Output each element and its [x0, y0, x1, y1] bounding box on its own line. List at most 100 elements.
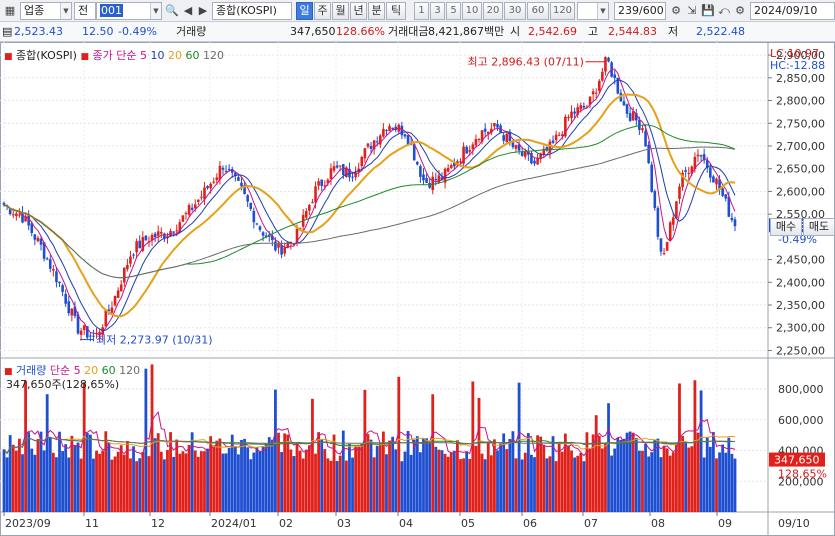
volume-bar [560, 451, 564, 512]
volume-bar [363, 389, 367, 512]
period-year-button[interactable]: 년 [350, 2, 367, 20]
period-week-button[interactable]: 주 [314, 2, 331, 20]
current-volume-tag: 347,650 [774, 454, 820, 467]
volume-bar [431, 394, 435, 512]
candle-body [36, 237, 40, 242]
candle-body [258, 226, 262, 230]
volume-ma5-line [3, 410, 736, 457]
code-prefix[interactable]: 전 [74, 2, 96, 20]
candle-body [360, 156, 364, 167]
candle-body [712, 176, 715, 183]
candle-body [702, 154, 706, 161]
interval-10-button[interactable]: 10 [462, 2, 482, 20]
candle-body [193, 204, 197, 209]
period-month-button[interactable]: 월 [332, 2, 349, 20]
volume-bar [582, 461, 586, 512]
save-icon[interactable]: 💾 [701, 4, 715, 17]
grid-menu-icon[interactable]: ▦ [4, 4, 16, 17]
zoom-icon[interactable]: ⇲ [687, 4, 697, 17]
candle-body [224, 170, 228, 172]
previous-icon[interactable]: ◀ [183, 4, 193, 17]
volume-legend-ma120: 120 [119, 364, 141, 377]
category-select[interactable]: 업종 ▼ [20, 2, 72, 20]
info-low: 2,522.48 [696, 25, 745, 38]
interval-1-button[interactable]: 1 [414, 2, 429, 20]
code-input[interactable]: 001 ▼ [96, 2, 162, 20]
price-tick-label: 2,350,00 [776, 299, 825, 312]
info-high: 2,544.83 [608, 25, 657, 38]
volume-bar [317, 432, 321, 512]
candle-body [403, 134, 407, 137]
chevron-down-icon: ▼ [150, 3, 161, 19]
volume-bar [246, 447, 250, 512]
current-volume-tag-box [769, 452, 825, 467]
interval-30-button[interactable]: 30 [504, 2, 526, 20]
volume-bar [335, 461, 339, 512]
candle-body [332, 166, 336, 171]
volume-bar [483, 459, 487, 512]
period-day-button[interactable]: 일 [296, 2, 313, 20]
candle-body [126, 264, 129, 270]
price-tick-label: 2,600,00 [776, 185, 825, 198]
settings-icon[interactable]: ⚙ [671, 4, 681, 17]
volume-bar [98, 453, 102, 512]
volume-bar [5, 457, 9, 512]
volume-bar [474, 445, 478, 512]
interval-60-button[interactable]: 60 [527, 2, 549, 20]
volume-bar [724, 452, 728, 512]
period-minute-button[interactable]: 분 [368, 2, 385, 20]
volume-bar [286, 434, 290, 512]
interval-3-button[interactable]: 3 [430, 2, 445, 20]
candle-body [570, 111, 573, 118]
volume-bar [119, 445, 123, 512]
period-tick-button[interactable]: 틱 [386, 2, 406, 20]
volume-bar [240, 439, 243, 512]
info-open: 2,542.69 [528, 25, 577, 38]
volume-bar [122, 454, 126, 512]
candle-body [437, 175, 441, 183]
volume-bar [125, 440, 129, 512]
candle-body [286, 242, 290, 248]
volume-bar [567, 445, 570, 512]
candle-body [644, 130, 647, 147]
date-field[interactable]: 2024/09/10 [750, 2, 835, 20]
candle-body [42, 242, 46, 259]
interval-custom-select[interactable]: ▼ [577, 2, 609, 20]
candle-body [378, 135, 382, 145]
volume-bar [406, 431, 410, 512]
volume-bar [388, 440, 391, 512]
candle-body [274, 241, 277, 251]
interval-20-button[interactable]: 20 [483, 2, 503, 20]
chart-canvas[interactable]: 2,900,00 2,850,00 2,800,00 2,750,00 2,700,00… [0, 42, 835, 536]
volume-bar [366, 434, 370, 512]
sell-button[interactable]: 매도 [803, 218, 835, 236]
volume-tick-label: 600,000 [778, 414, 824, 427]
volume-bar [141, 451, 145, 512]
volume-bar [409, 454, 413, 512]
volume-bar [533, 457, 536, 512]
info-volume-ratio: 128.66% [336, 25, 385, 38]
volume-bar [82, 382, 86, 512]
volume-bar [536, 435, 539, 512]
candle-body [375, 141, 379, 143]
volume-bar [48, 436, 52, 512]
next-icon[interactable]: ▶ [198, 4, 208, 17]
candle-body [453, 162, 456, 167]
volume-bar [434, 446, 438, 512]
volume-bar [422, 438, 425, 512]
gear-icon[interactable]: ⚙ [735, 4, 745, 17]
price-tick-label: 2,450,00 [776, 254, 825, 267]
volume-bar [369, 439, 373, 512]
candle-body [132, 254, 135, 256]
candle-body [419, 166, 422, 177]
volume-bar [644, 443, 647, 512]
current-pct-tag: -0.49% [778, 233, 817, 246]
buy-button[interactable]: 매수 [770, 218, 802, 236]
search-icon[interactable]: 🔍 [165, 4, 179, 17]
interval-120-button[interactable]: 120 [550, 2, 575, 20]
interval-5-button[interactable]: 5 [446, 2, 461, 20]
candle-body [715, 178, 718, 185]
undo-icon[interactable]: ⤺ [718, 4, 730, 17]
volume-bar [42, 450, 46, 512]
chart-area[interactable]: 2,900,00 2,850,00 2,800,00 2,750,00 2,700,00… [0, 42, 835, 536]
